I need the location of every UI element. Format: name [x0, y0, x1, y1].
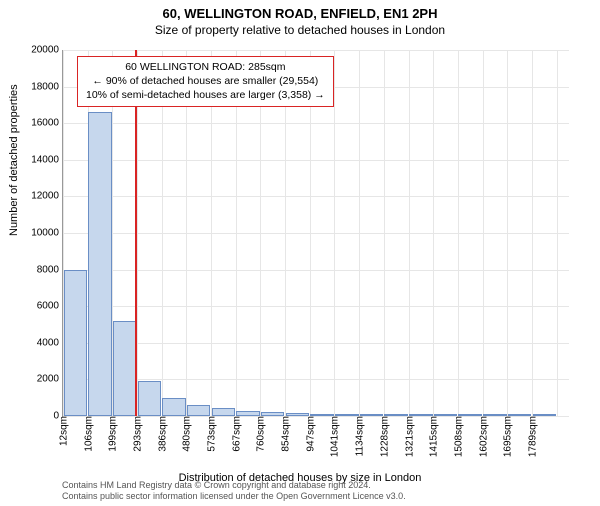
histogram-plot: 0200040006000800010000120001400016000180… — [62, 50, 569, 417]
callout-line-2: ← 90% of detached houses are smaller (29… — [86, 74, 325, 88]
xtick-label: 1134sqm — [353, 416, 366, 456]
gridline-h — [63, 233, 569, 234]
callout-line-1: 60 WELLINGTON ROAD: 285sqm — [86, 60, 325, 74]
footer-line-1: Contains HM Land Registry data © Crown c… — [62, 480, 406, 491]
histogram-bar — [113, 321, 136, 416]
y-axis-label: Number of detached properties — [8, 84, 20, 236]
gridline-v — [384, 50, 385, 416]
xtick-label: 480sqm — [180, 416, 193, 452]
gridline-v — [433, 50, 434, 416]
ytick-label: 10000 — [31, 228, 63, 239]
xtick-label: 1508sqm — [451, 416, 464, 457]
gridline-h — [63, 343, 569, 344]
callout-box: 60 WELLINGTON ROAD: 285sqm← 90% of detac… — [77, 56, 334, 107]
xtick-label: 854sqm — [279, 416, 292, 452]
gridline-h — [63, 160, 569, 161]
gridline-v — [557, 50, 558, 416]
gridline-v — [532, 50, 533, 416]
xtick-label: 1602sqm — [476, 416, 489, 457]
histogram-bar — [162, 398, 185, 416]
ytick-label: 16000 — [31, 118, 63, 129]
ytick-label: 12000 — [31, 191, 63, 202]
gridline-v — [483, 50, 484, 416]
chart-area: 0200040006000800010000120001400016000180… — [62, 50, 568, 416]
xtick-label: 1415sqm — [427, 416, 440, 457]
xtick-label: 573sqm — [205, 416, 218, 452]
ytick-label: 18000 — [31, 81, 63, 92]
gridline-h — [63, 270, 569, 271]
ytick-label: 4000 — [37, 337, 63, 348]
xtick-label: 1321sqm — [402, 416, 415, 457]
xtick-label: 293sqm — [131, 416, 144, 452]
xtick-label: 1228sqm — [377, 416, 390, 457]
callout-line-3: 10% of semi-detached houses are larger (… — [86, 88, 325, 102]
xtick-label: 386sqm — [155, 416, 168, 452]
gridline-v — [507, 50, 508, 416]
gridline-v — [458, 50, 459, 416]
xtick-label: 12sqm — [57, 416, 70, 446]
gridline-h — [63, 306, 569, 307]
gridline-v — [409, 50, 410, 416]
gridline-h — [63, 50, 569, 51]
gridline-h — [63, 379, 569, 380]
xtick-label: 760sqm — [254, 416, 267, 452]
xtick-label: 667sqm — [229, 416, 242, 452]
histogram-bar — [212, 408, 235, 416]
ytick-label: 20000 — [31, 45, 63, 56]
page-subtitle: Size of property relative to detached ho… — [0, 23, 600, 37]
xtick-label: 1789sqm — [525, 416, 538, 457]
xtick-label: 947sqm — [303, 416, 316, 452]
xtick-label: 1041sqm — [328, 416, 341, 457]
ytick-label: 8000 — [37, 264, 63, 275]
histogram-bar — [64, 270, 87, 416]
gridline-h — [63, 196, 569, 197]
gridline-v — [334, 50, 335, 416]
ytick-label: 6000 — [37, 301, 63, 312]
footer-attribution: Contains HM Land Registry data © Crown c… — [62, 480, 406, 502]
histogram-bar — [187, 405, 210, 416]
histogram-bar — [138, 381, 161, 416]
gridline-h — [63, 123, 569, 124]
ytick-label: 2000 — [37, 374, 63, 385]
page-title: 60, WELLINGTON ROAD, ENFIELD, EN1 2PH — [0, 6, 600, 21]
histogram-bar — [88, 112, 111, 416]
xtick-label: 199sqm — [106, 416, 119, 452]
ytick-label: 14000 — [31, 154, 63, 165]
gridline-v — [359, 50, 360, 416]
footer-line-2: Contains public sector information licen… — [62, 491, 406, 502]
xtick-label: 106sqm — [81, 416, 94, 452]
histogram-bar — [533, 414, 556, 416]
xtick-label: 1695sqm — [501, 416, 514, 457]
